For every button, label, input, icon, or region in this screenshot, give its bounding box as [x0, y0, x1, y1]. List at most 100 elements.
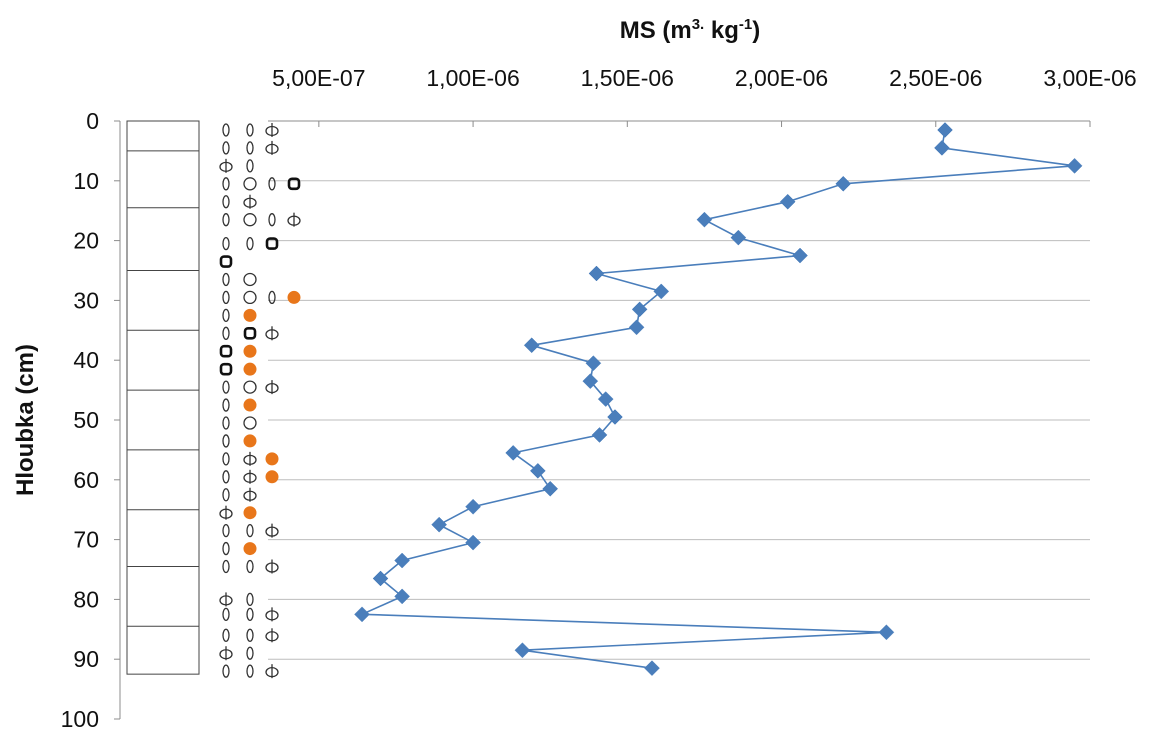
data-point — [354, 606, 370, 623]
symbol-row — [219, 158, 254, 173]
black-ring-symbol — [219, 344, 233, 358]
lens-symbol — [222, 607, 230, 621]
lens-symbol — [222, 308, 230, 323]
orange-dot-symbol — [265, 452, 279, 466]
symbol-row — [219, 362, 257, 376]
lithology-symbols — [219, 122, 301, 679]
symbol-row — [222, 469, 279, 484]
symbol-row — [222, 559, 279, 574]
data-point — [937, 122, 953, 138]
symbol-row — [222, 290, 301, 305]
black-ring-symbol — [219, 362, 233, 376]
symbol-row — [219, 255, 233, 268]
y-tick-label: 30 — [73, 287, 99, 313]
data-point — [465, 534, 481, 551]
symbol-row — [222, 398, 257, 412]
circle-symbol — [243, 272, 257, 287]
x-tick-label: 2,00E-06 — [735, 65, 828, 91]
lens-symbol — [222, 272, 230, 287]
lens-symbol — [246, 159, 254, 173]
symbol-row — [222, 434, 257, 448]
lens-symbol — [222, 416, 230, 430]
y-tick-label: 100 — [61, 706, 99, 729]
data-point — [588, 265, 605, 282]
symbol-row — [222, 607, 279, 622]
y-tick-label: 90 — [73, 646, 99, 672]
data-point — [1066, 157, 1083, 174]
symbol-row — [222, 380, 279, 395]
black-ring-symbol — [219, 255, 233, 268]
symbol-row — [222, 541, 257, 556]
data-point — [514, 642, 531, 659]
lens-symbol — [222, 195, 230, 209]
lens-symbol — [268, 177, 276, 191]
symbol-row — [222, 122, 279, 137]
data-point — [597, 391, 614, 407]
lens-symbol — [222, 470, 230, 484]
axis-layer: 5,00E-07 1,00E-06 1,50E-06 2,00E-06 2,50E-06… — [61, 65, 1137, 729]
lens-symbol — [246, 646, 254, 660]
log-column — [126, 120, 200, 675]
y-tick-label: 0 — [86, 108, 99, 134]
data-point — [792, 247, 808, 264]
lens-symbol — [222, 523, 230, 538]
symbol-row — [222, 451, 279, 466]
data-point — [523, 337, 540, 354]
orange-dot-symbol — [243, 542, 257, 556]
data-point — [394, 552, 410, 569]
x-tick-label: 1,00E-06 — [426, 65, 519, 91]
data-point — [730, 229, 747, 246]
symbol-row — [222, 326, 279, 341]
symbol-row — [222, 194, 257, 209]
data-point — [591, 427, 608, 443]
data-point — [934, 140, 950, 156]
data-point — [465, 498, 481, 515]
lens-symbol — [246, 628, 254, 642]
series-layer — [354, 122, 1083, 677]
symbol-row — [222, 236, 279, 251]
data-point — [431, 516, 447, 533]
x-tick-label: 2,50E-06 — [889, 65, 982, 91]
y-tick-label: 60 — [73, 467, 99, 493]
lens-symbol — [246, 141, 254, 155]
data-point — [530, 462, 546, 479]
data-point — [878, 624, 895, 641]
data-point — [585, 355, 602, 372]
orange-dot-symbol — [265, 470, 279, 484]
symbol-row — [222, 628, 279, 643]
lens-symbol — [222, 434, 230, 448]
orange-dot-symbol — [243, 308, 257, 322]
lens-symbol — [268, 213, 276, 227]
orange-dot-symbol — [287, 290, 301, 304]
data-point — [644, 660, 660, 677]
y-tick-label: 20 — [73, 228, 99, 254]
symbol-row — [222, 140, 279, 155]
y-tick-label: 80 — [73, 586, 99, 612]
symbol-row — [219, 646, 254, 661]
y-tick-label: 10 — [73, 168, 99, 194]
lens-symbol — [222, 664, 230, 678]
lens-symbol — [222, 290, 230, 305]
y-tick-label: 50 — [73, 407, 99, 433]
data-point — [631, 301, 648, 318]
x-axis-title: MS (m3. kg-1) — [620, 16, 761, 44]
data-point — [542, 480, 559, 497]
lens-symbol — [222, 380, 230, 394]
x-tick-label: 1,50E-06 — [581, 65, 674, 91]
symbol-row — [222, 416, 257, 430]
symbol-row — [219, 344, 257, 358]
black-ring-symbol — [287, 177, 301, 191]
data-point — [653, 283, 670, 300]
orange-dot-symbol — [243, 362, 257, 376]
data-point — [582, 373, 599, 389]
lens-symbol — [222, 326, 230, 340]
y-axis-title: Hloubka (cm) — [12, 344, 39, 496]
y-tick-label: 40 — [73, 347, 99, 373]
data-point — [835, 175, 852, 192]
data-point — [372, 570, 389, 587]
circle-symbol — [243, 177, 257, 191]
lens-symbol — [246, 523, 254, 538]
lens-symbol — [222, 213, 230, 227]
